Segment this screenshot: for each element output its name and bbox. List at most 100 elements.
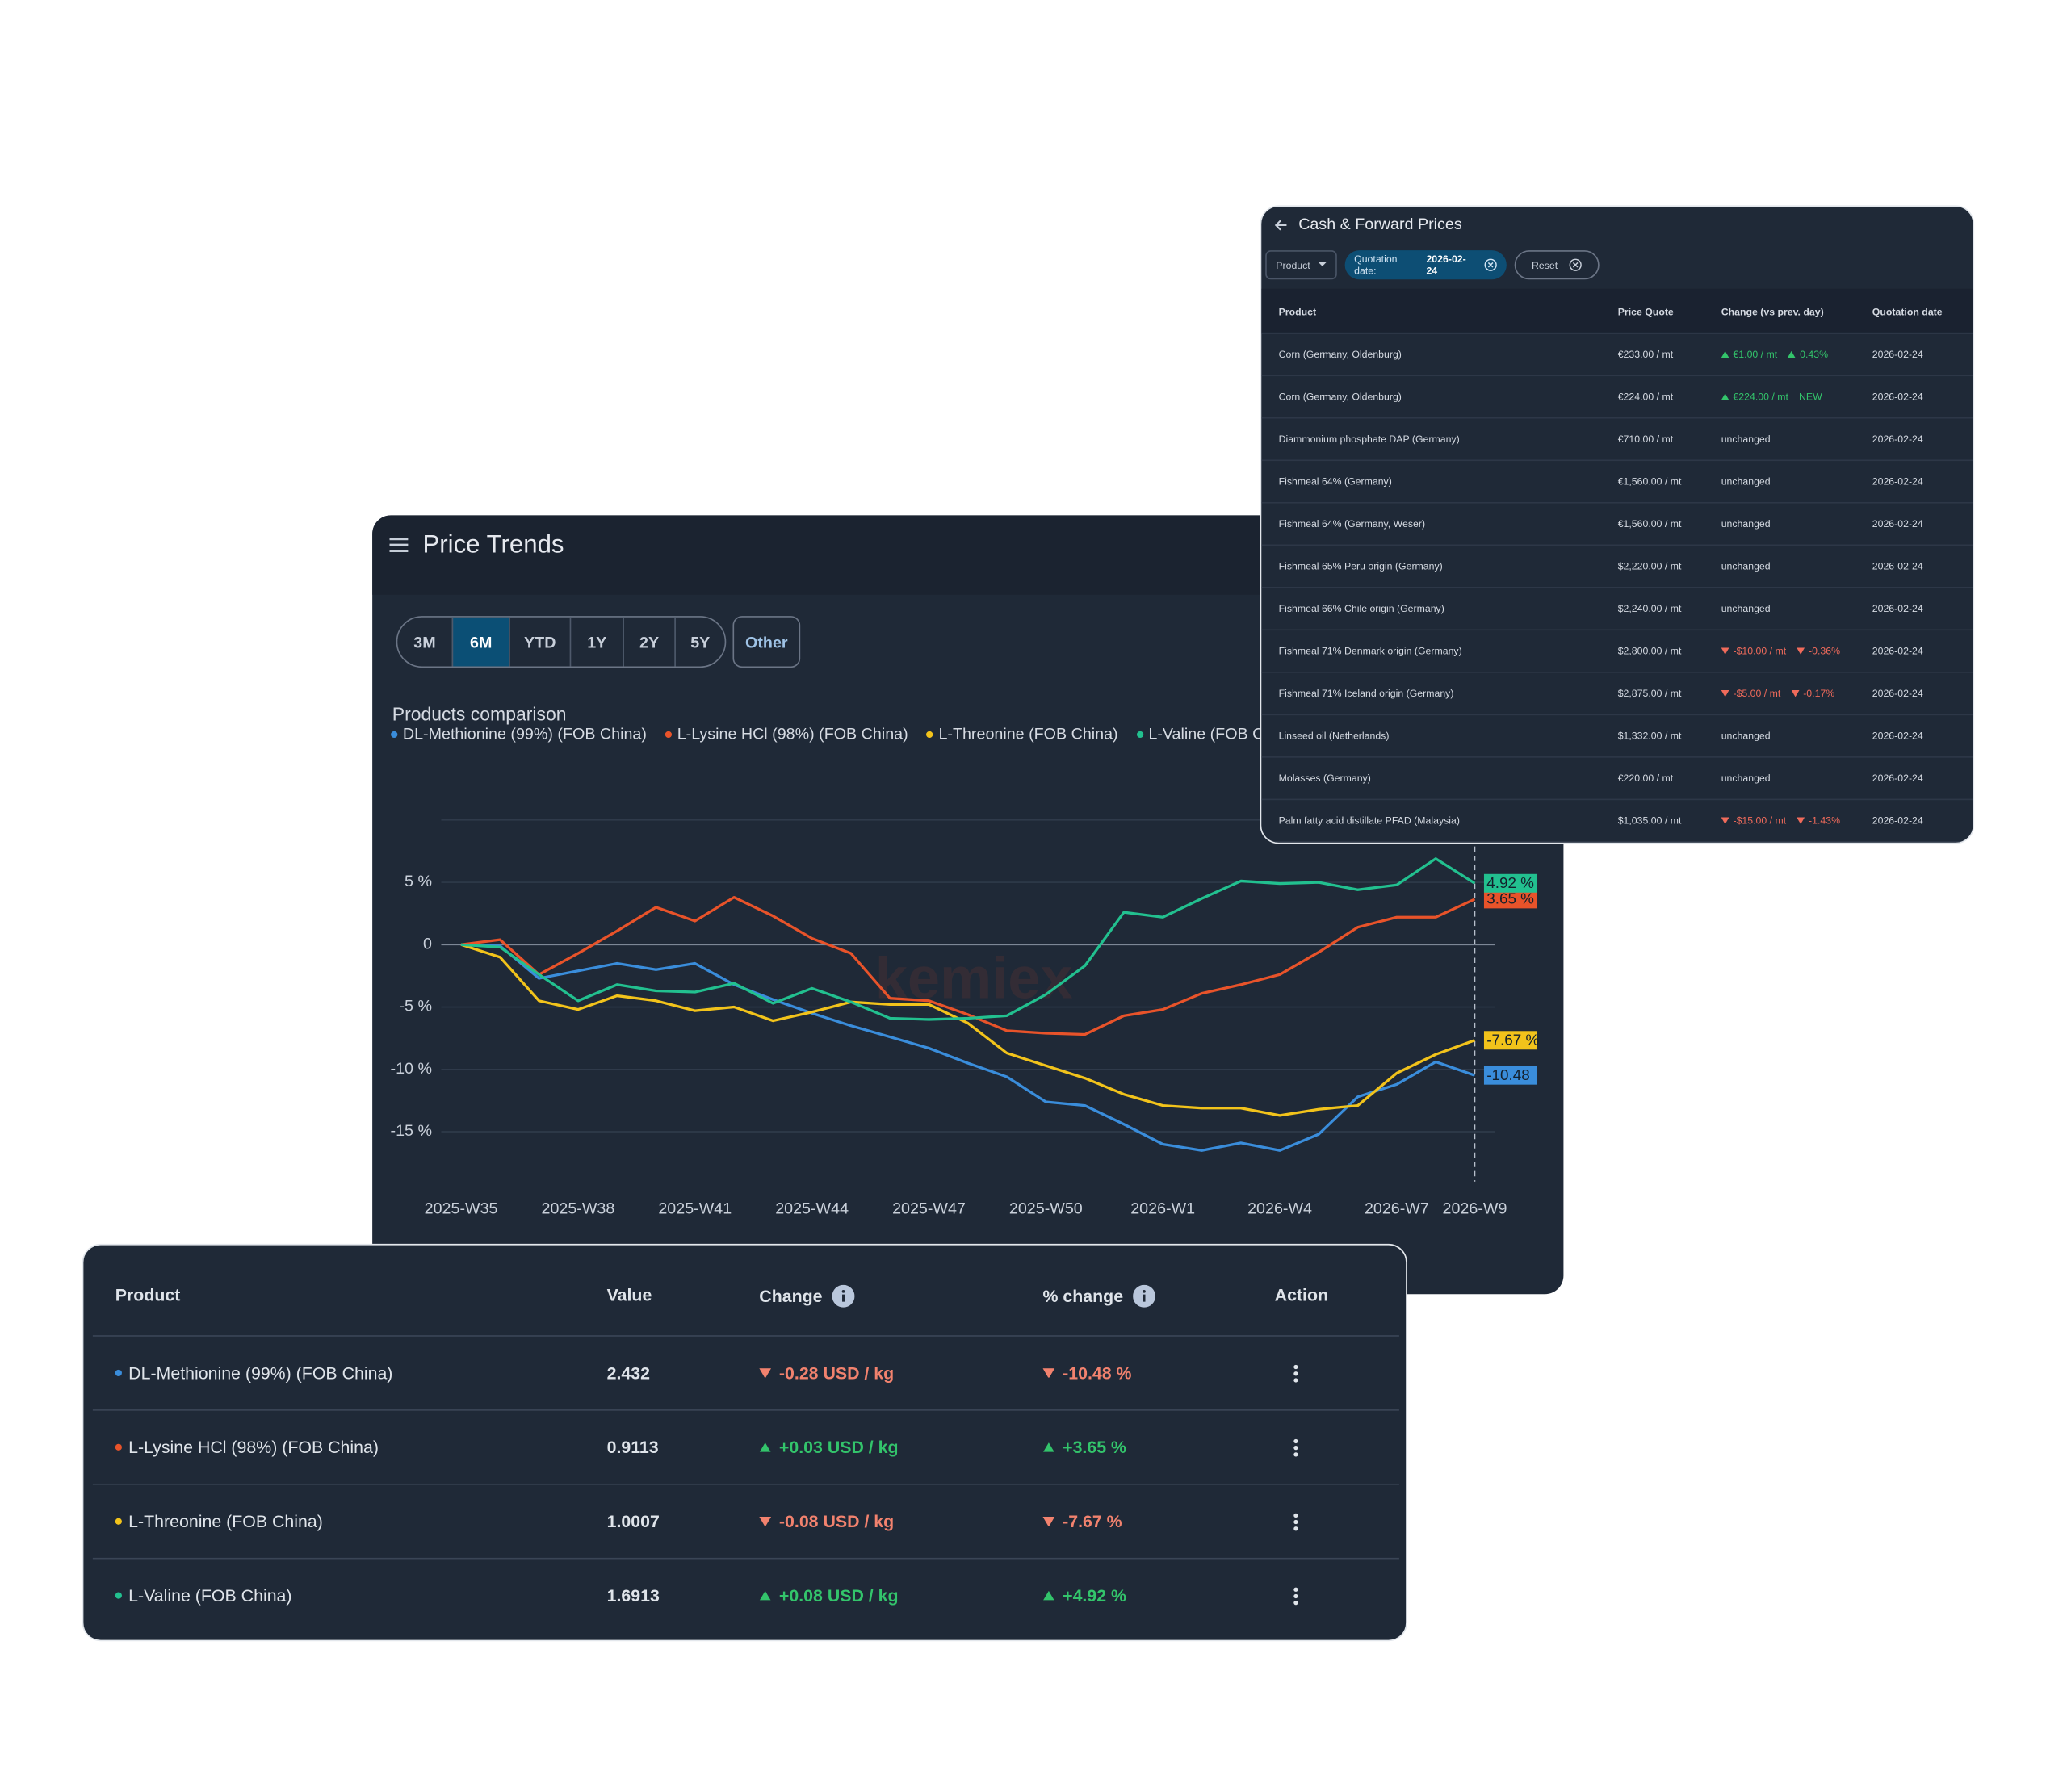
comparison-table: Product Value Change % change Action DL-Meth… xyxy=(82,1243,1407,1642)
back-arrow[interactable] xyxy=(1274,219,1288,232)
table-row[interactable]: Corn (Germany, Oldenburg) €233.00 / mt €1.… xyxy=(1261,334,1973,377)
reset-button[interactable]: Reset xyxy=(1514,250,1600,280)
table-row[interactable]: Diammonium phosphate DAP (Germany) €710.0… xyxy=(1261,419,1973,462)
change-cell: +0.03 USD / kg xyxy=(759,1411,899,1484)
table-row[interactable]: Palm fatty acid distillate PFAD (Malaysi… xyxy=(1261,800,1973,843)
other-button[interactable]: Other xyxy=(732,616,801,668)
period-button[interactable]: 2Y xyxy=(623,617,674,667)
table-row[interactable]: Corn (Germany, Oldenburg) €224.00 / mt €22… xyxy=(1261,376,1973,419)
action-menu[interactable] xyxy=(1292,1438,1300,1456)
x-tick-label: 2026-W4 xyxy=(1247,1200,1312,1217)
change-amount: €224.00 / mt xyxy=(1733,391,1788,403)
down-arrow xyxy=(759,1516,772,1526)
new-tag: NEW xyxy=(1799,391,1822,403)
legend: DL-Methionine (99%) (FOB China) L-Lysine … xyxy=(391,725,1299,743)
change-text: unchanged xyxy=(1721,517,1771,530)
down-arrow xyxy=(1042,1516,1055,1526)
date-cell: 2026-02-24 xyxy=(1872,645,1923,657)
change-amount: -$5.00 / mt xyxy=(1733,687,1781,700)
arrow-shape xyxy=(1791,689,1800,697)
period-button[interactable]: 6M xyxy=(451,617,509,667)
clear-cross xyxy=(1488,262,1494,268)
legend-dot xyxy=(665,731,673,738)
action-cell xyxy=(1292,1411,1300,1484)
change-text: unchanged xyxy=(1721,730,1771,742)
arrow-shape xyxy=(1721,350,1729,358)
menu-dot xyxy=(1293,1512,1298,1518)
menu-dot xyxy=(1293,1519,1298,1524)
change-cell: -$15.00 / mt -1.43% xyxy=(1721,800,1840,841)
x-tick-label: 2026-W1 xyxy=(1130,1200,1195,1217)
table-row[interactable]: Fishmeal 64% (Germany) €1,560.00 / mt unch… xyxy=(1261,461,1973,504)
period-button[interactable]: 5Y xyxy=(674,617,724,667)
change-percent: -0.36% xyxy=(1809,645,1841,657)
clear-icon[interactable] xyxy=(1484,258,1498,271)
y-tick-label: -10 % xyxy=(391,1060,432,1078)
period-button[interactable]: 1Y xyxy=(569,617,623,667)
change-amount: -$10.00 / mt xyxy=(1733,645,1787,657)
y-tick-label: 5 % xyxy=(405,873,432,890)
info-icon[interactable] xyxy=(1132,1284,1155,1308)
menu-icon[interactable] xyxy=(389,538,409,552)
date-cell: 2026-02-24 xyxy=(1872,475,1923,488)
percent-value: -10.48 % xyxy=(1063,1363,1132,1384)
column-header: Action xyxy=(1275,1285,1328,1305)
change-percent: -1.43% xyxy=(1809,814,1841,827)
end-label-box xyxy=(1483,1031,1537,1050)
percent-cell: +4.92 % xyxy=(1042,1559,1126,1631)
x-tick-label: 2025-W50 xyxy=(1009,1200,1083,1217)
table-row[interactable]: Fishmeal 71% Denmark origin (Germany) $2,… xyxy=(1261,630,1973,673)
legend-label: L-Threonine (FOB China) xyxy=(938,724,1118,743)
chip-label: Product xyxy=(1276,258,1310,271)
arrow-shape xyxy=(1721,393,1729,400)
change-value: +0.08 USD / kg xyxy=(778,1585,899,1606)
chart-title: Products comparison xyxy=(392,703,567,725)
table-row[interactable]: Linseed oil (Netherlands) $1,332.00 / mt u… xyxy=(1261,715,1973,758)
table-row[interactable]: Fishmeal 71% Iceland origin (Germany) $2,… xyxy=(1261,673,1973,716)
product-cell: L-Threonine (FOB China) xyxy=(115,1485,323,1558)
down-arrow xyxy=(1797,817,1805,824)
value-cell: 1.0007 xyxy=(606,1511,660,1532)
table-row[interactable]: Fishmeal 66% Chile origin (Germany) $2,24… xyxy=(1261,588,1973,631)
product-filter[interactable]: Product xyxy=(1265,250,1337,280)
arrow-shape xyxy=(1721,647,1729,655)
series-line xyxy=(460,857,1476,1021)
change-percent: -0.17% xyxy=(1803,687,1835,700)
change-percent: 0.43% xyxy=(1800,348,1829,361)
column-label: % change xyxy=(1042,1286,1124,1307)
info-icon[interactable] xyxy=(832,1284,854,1308)
change-cell: -0.28 USD / kg xyxy=(759,1337,894,1409)
date-filter[interactable]: Quotation date: 2026-02-24 xyxy=(1344,250,1507,280)
period-button[interactable]: YTD xyxy=(509,617,569,667)
table-row[interactable]: Fishmeal 64% (Germany, Weser) €1,560.00 /… xyxy=(1261,504,1973,546)
product-dot xyxy=(115,1369,122,1377)
date-cell: 2026-02-24 xyxy=(1872,687,1923,700)
arrow-shape xyxy=(1788,350,1797,358)
change-cell: -0.08 USD / kg xyxy=(759,1485,894,1558)
product-dot xyxy=(115,1518,122,1525)
change-value: -0.08 USD / kg xyxy=(778,1511,895,1532)
action-menu[interactable] xyxy=(1292,1586,1300,1605)
series-line xyxy=(460,943,1476,1117)
action-cell xyxy=(1292,1559,1300,1631)
product-name: L-Lysine HCl (98%) (FOB China) xyxy=(128,1437,379,1458)
action-menu[interactable] xyxy=(1292,1363,1300,1382)
table-row[interactable]: Fishmeal 65% Peru origin (Germany) $2,220… xyxy=(1261,546,1973,588)
end-label: -7.67 % xyxy=(1486,1032,1539,1049)
action-menu[interactable] xyxy=(1292,1512,1300,1530)
menu-dot xyxy=(1293,1451,1298,1456)
date-cell: 2026-02-24 xyxy=(1872,517,1923,530)
period-button[interactable]: 3M xyxy=(413,632,436,651)
end-label: 3.65 % xyxy=(1486,890,1534,907)
action-cell xyxy=(1292,1485,1300,1558)
price-cell: €224.00 / mt xyxy=(1617,391,1674,403)
menu-dot xyxy=(1293,1445,1298,1450)
product-name: L-Threonine (FOB China) xyxy=(128,1511,323,1532)
change-cell: €1.00 / mt 0.43% xyxy=(1721,334,1828,375)
legend-dot xyxy=(926,731,933,738)
change-cell: -$5.00 / mt -0.17% xyxy=(1721,673,1835,714)
percent-value: +4.92 % xyxy=(1063,1585,1127,1606)
arrow-shape xyxy=(1721,817,1729,824)
table-row[interactable]: Molasses (Germany) €220.00 / mt unchanged 2… xyxy=(1261,758,1973,801)
